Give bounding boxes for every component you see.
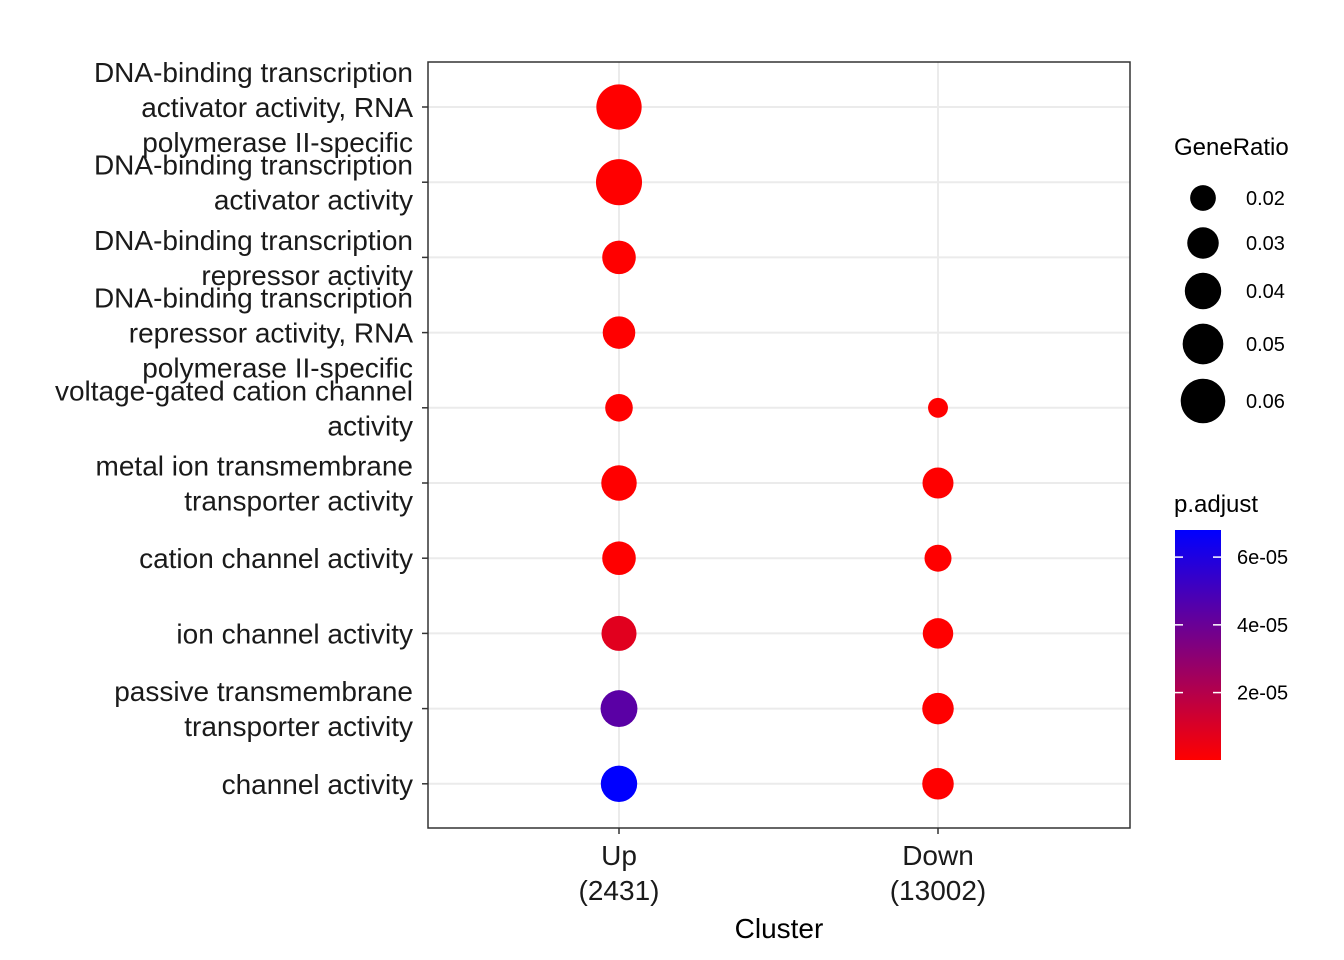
size-legend-title: GeneRatio (1174, 134, 1289, 161)
x-tick-count-label: (2431) (579, 875, 660, 906)
data-point (924, 544, 952, 572)
gridlines (428, 62, 1130, 828)
data-point (601, 615, 637, 651)
size-legend-key (1184, 272, 1222, 310)
y-tick-label: transporter activity (184, 486, 413, 517)
size-legend-key (1180, 378, 1226, 424)
color-legend-title: p.adjust (1174, 491, 1258, 518)
data-point (922, 467, 954, 499)
y-tick-label: activator activity (214, 185, 413, 216)
x-tick-label: Down (902, 840, 974, 871)
color-legend-label: 6e-05 (1237, 547, 1288, 569)
y-tick-label: metal ion transmembrane (96, 451, 413, 482)
data-point (595, 159, 643, 206)
y-tick-label: repressor activity (201, 260, 413, 291)
data-point (602, 541, 636, 575)
x-tick-count-label: (13002) (890, 875, 987, 906)
data-point (922, 768, 954, 800)
y-tick-label: cation channel activity (139, 543, 413, 574)
size-legend-label: 0.05 (1246, 334, 1285, 356)
size-legend-label: 0.03 (1246, 233, 1285, 255)
y-tick-label: voltage-gated cation channel (55, 375, 413, 406)
y-tick-label: repressor activity, RNA (129, 318, 414, 349)
size-legend-label: 0.06 (1246, 391, 1285, 413)
size-legend-key (1190, 185, 1216, 211)
y-tick-label: DNA-binding transcription (94, 57, 413, 88)
data-point (601, 465, 637, 501)
data-points (595, 84, 954, 802)
x-tick-label: Up (601, 840, 637, 871)
x-axis-title: Cluster (735, 913, 824, 944)
size-legend-key (1187, 227, 1219, 259)
y-tick-label: DNA-binding transcription (94, 225, 413, 256)
data-point (596, 84, 642, 130)
size-legend: GeneRatio 0.02 0.03 0.04 0.05 0.06 (1174, 134, 1289, 424)
size-legend-label: 0.04 (1246, 281, 1285, 303)
data-point (928, 397, 948, 418)
data-point (922, 692, 954, 725)
y-tick-label: activity (327, 410, 413, 441)
y-tick-label: transporter activity (184, 711, 413, 742)
color-legend-bar (1175, 530, 1221, 760)
y-tick-label: DNA-binding transcription (94, 150, 413, 181)
color-legend-label: 4e-05 (1237, 615, 1288, 637)
y-tick-label: polymerase II-specific (142, 127, 413, 158)
size-legend-key (1182, 323, 1224, 365)
color-legend-label: 2e-05 (1237, 683, 1288, 705)
size-legend-label: 0.02 (1246, 188, 1285, 210)
y-tick-label: activator activity, RNA (141, 92, 413, 123)
data-point (602, 316, 636, 349)
y-tick-label: polymerase II-specific (142, 353, 413, 384)
data-point (605, 394, 633, 422)
y-tick-label: passive transmembrane (114, 676, 413, 707)
data-point (602, 240, 636, 275)
data-point (600, 765, 638, 802)
x-axis: Up (2431) Down (13002) (579, 828, 987, 906)
y-axis: DNA-binding transcription activator activ… (55, 57, 428, 800)
y-tick-label: DNA-binding transcription (94, 283, 413, 314)
data-point (922, 618, 954, 649)
color-legend: p.adjust 2e-05 4e-05 6e-05 (1174, 491, 1288, 760)
y-tick-label: channel activity (222, 769, 413, 800)
plot-panel-border (427, 61, 1131, 829)
y-tick-label: ion channel activity (176, 618, 413, 649)
data-point (600, 690, 638, 728)
